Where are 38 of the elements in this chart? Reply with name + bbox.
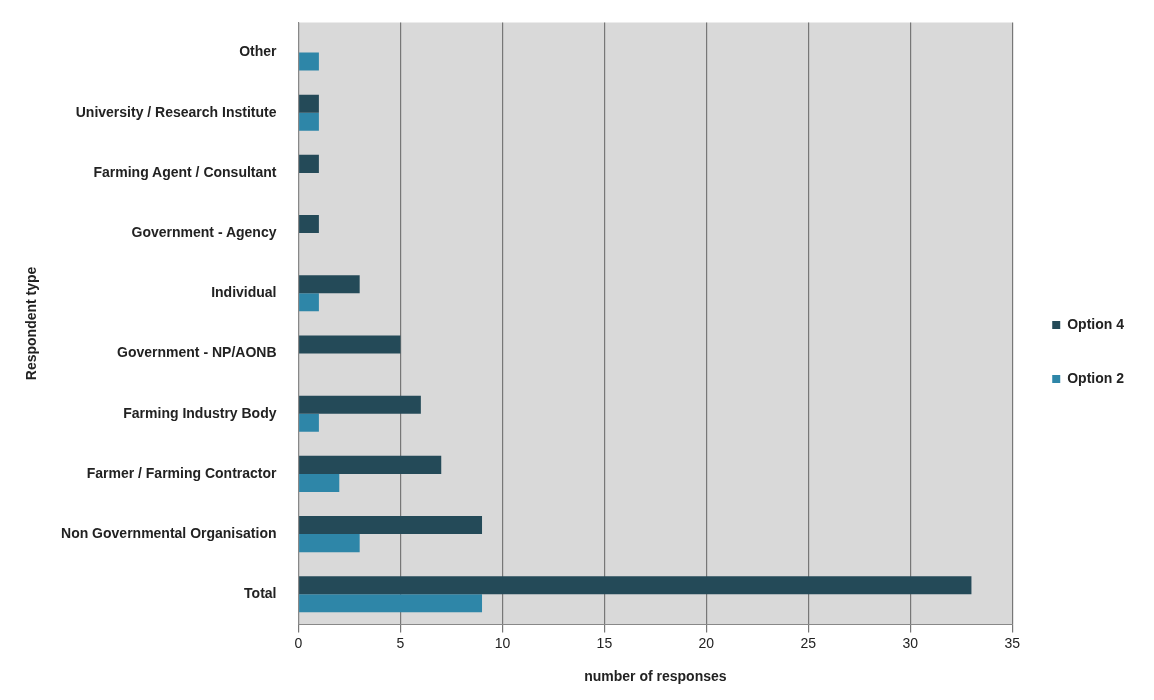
bar — [299, 112, 319, 131]
bar — [299, 576, 972, 595]
bar — [299, 293, 319, 312]
x-tick-label: 25 — [800, 634, 817, 651]
y-tick-label: Government - NP/AONB — [117, 344, 277, 361]
y-tick-label: Non Governmental Organisation — [61, 524, 277, 541]
x-tick-label: 20 — [698, 634, 715, 651]
y-tick-label: Total — [244, 585, 277, 602]
y-axis-title: Respondent type — [23, 266, 40, 381]
bar — [299, 455, 442, 474]
y-tick-label: Farming Industry Body — [123, 404, 277, 421]
x-tick-label: 5 — [396, 634, 405, 651]
y-tick-label: Farmer / Farming Contractor — [86, 464, 278, 481]
bar — [299, 94, 319, 113]
legend-label: Option 2 — [1067, 369, 1125, 386]
x-tick-label: 35 — [1004, 634, 1021, 651]
x-axis-title: number of responses — [584, 668, 727, 685]
y-tick-label: Government - Agency — [131, 223, 277, 240]
bar — [299, 215, 319, 234]
bar — [299, 275, 360, 294]
x-tick-label: 30 — [902, 634, 919, 651]
bar — [299, 473, 340, 492]
y-tick-label: Farming Agent / Consultant — [93, 163, 277, 180]
bar — [299, 154, 319, 173]
bar — [299, 395, 421, 414]
bar — [299, 594, 483, 613]
bar — [299, 534, 360, 553]
bar — [299, 52, 319, 71]
x-tick-label: 0 — [294, 634, 303, 651]
legend-label: Option 4 — [1067, 315, 1125, 332]
x-tick-label: 15 — [596, 634, 613, 651]
y-tick-label: University / Research Institute — [75, 103, 277, 120]
y-tick-label: Other — [239, 43, 278, 60]
bar — [299, 335, 401, 354]
y-tick-label: Individual — [211, 284, 277, 301]
x-tick-label: 10 — [494, 634, 511, 651]
bar — [299, 413, 319, 432]
bar — [299, 516, 483, 535]
